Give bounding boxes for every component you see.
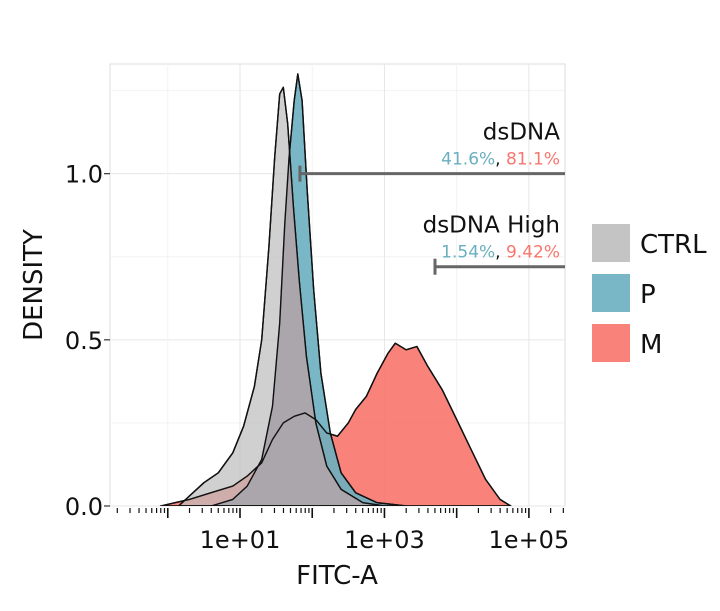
plot-panel	[109, 63, 566, 507]
density-outline-m	[159, 342, 512, 506]
x-axis-title: FITC-A	[296, 561, 378, 591]
x-tick-label: 1e+05	[489, 526, 570, 554]
gate-m-percent: 9.42%	[506, 243, 560, 263]
density-outline-ctrl	[177, 86, 386, 506]
density-curves	[159, 73, 512, 506]
y-axis: 0.0 0.5 1.0	[65, 161, 110, 521]
legend-label-ctrl: CTRL	[640, 230, 707, 260]
legend-swatch-ctrl	[592, 224, 630, 262]
y-axis-title: DENSITY	[19, 229, 49, 341]
x-tick-label: 1e+03	[344, 526, 425, 554]
y-tick-label: 0.5	[65, 327, 103, 355]
density-outline-p	[210, 73, 407, 506]
gate-label: dsDNA	[483, 120, 560, 146]
gate-separator: ,	[495, 150, 506, 170]
y-tick-label: 0.0	[65, 493, 103, 521]
gate-label: dsDNA High	[423, 213, 560, 239]
gate-p-percent: 1.54%	[441, 243, 495, 263]
gate-percentages: 1.54%, 9.42%	[441, 243, 560, 263]
x-tick-label: 1e+01	[200, 526, 281, 554]
y-tick-label: 1.0	[65, 161, 103, 189]
x-axis: 1e+01 1e+03 1e+05	[116, 508, 570, 554]
legend-label-p: P	[640, 280, 656, 310]
gate-p-percent: 41.6%	[441, 150, 495, 170]
legend: CTRL PM	[592, 224, 707, 362]
gate-separator: ,	[495, 243, 506, 263]
gate-annotations: dsDNA 41.6%, 81.1% dsDNA High 1.54%, 9.42%	[298, 120, 565, 275]
gate-m-percent: 81.1%	[506, 150, 560, 170]
gate-percentages: 41.6%, 81.1%	[441, 150, 560, 170]
legend-swatch-m	[592, 324, 630, 362]
legend-label-m: M	[640, 330, 662, 360]
legend-swatch-p	[592, 274, 630, 312]
